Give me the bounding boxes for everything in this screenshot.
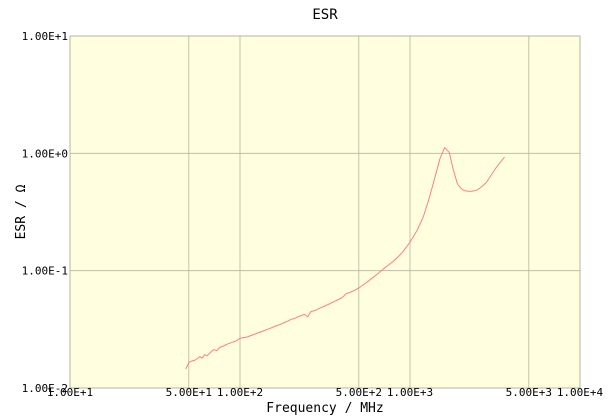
x-tick-label: 1.00E+3 <box>387 386 433 399</box>
y-tick-labels: 1.00E+1 1.00E+0 1.00E-1 1.00E-2 <box>22 30 68 395</box>
y-tick-label: 1.00E+1 <box>22 30 68 43</box>
x-tick-labels: 1.00E+1 5.00E+1 1.00E+2 5.00E+2 1.00E+3 5.00E… <box>47 386 604 399</box>
y-tick-label: 1.00E-1 <box>22 265 68 278</box>
x-tick-label: 5.00E+1 <box>166 386 212 399</box>
plot-frame <box>69 35 581 389</box>
y-tick-label: 1.00E-2 <box>22 382 68 395</box>
esr-series-line <box>185 146 505 370</box>
x-tick-label: 1.00E+4 <box>557 386 604 399</box>
x-tick-label: 1.00E+1 <box>47 386 93 399</box>
x-tick-label: 5.00E+2 <box>336 386 382 399</box>
chart-title: ESR <box>312 7 338 23</box>
y-axis-title: ESR / Ω <box>14 184 29 239</box>
plot-area <box>70 36 580 388</box>
x-tick-label: 1.00E+2 <box>217 386 263 399</box>
y-tick-label: 1.00E+0 <box>22 147 68 160</box>
x-tick-label: 5.00E+3 <box>506 386 552 399</box>
x-axis-title: Frequency / MHz <box>266 401 383 416</box>
